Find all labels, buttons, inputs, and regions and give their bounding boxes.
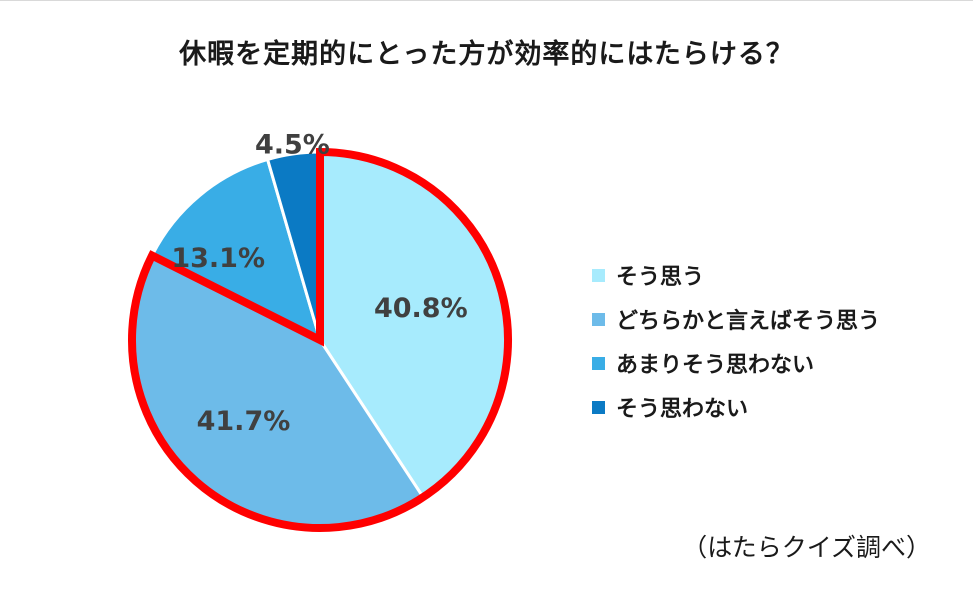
pie-slice bbox=[150, 157, 323, 343]
legend-label: そう思う bbox=[616, 265, 705, 290]
slice-value-label: 4.5% bbox=[255, 129, 330, 160]
legend-swatch bbox=[592, 268, 605, 282]
legend: そう思う どちらかと言えばそう思う あまりそう思わない そう思わない bbox=[592, 253, 880, 429]
legend-item-amari-sou-omowanai: あまりそう思わない bbox=[592, 341, 880, 385]
slice-value-label: 13.1% bbox=[171, 243, 265, 274]
legend-label: そう思わない bbox=[616, 397, 749, 422]
chart-title: 休暇を定期的にとった方が効率的にはたらける？ bbox=[179, 39, 794, 70]
slice-value-label: 40.8% bbox=[374, 293, 468, 324]
highlight-outline bbox=[128, 147, 512, 532]
legend-swatch bbox=[592, 400, 605, 414]
legend-item-dochiraka-to-ieba-sou-omou: どちらかと言えばそう思う bbox=[592, 297, 880, 341]
legend-swatch bbox=[592, 312, 605, 326]
legend-label: あまりそう思わない bbox=[616, 353, 815, 378]
top-rule bbox=[0, 0, 973, 1]
legend-swatch bbox=[592, 356, 605, 370]
source-note: （はたらクイズ調べ） bbox=[682, 533, 931, 562]
legend-label: どちらかと言えばそう思う bbox=[616, 309, 881, 334]
slice-value-label: 41.7% bbox=[197, 406, 291, 437]
legend-item-sou-omou: そう思う bbox=[592, 253, 880, 297]
legend-item-sou-omowanai: そう思わない bbox=[592, 385, 880, 429]
